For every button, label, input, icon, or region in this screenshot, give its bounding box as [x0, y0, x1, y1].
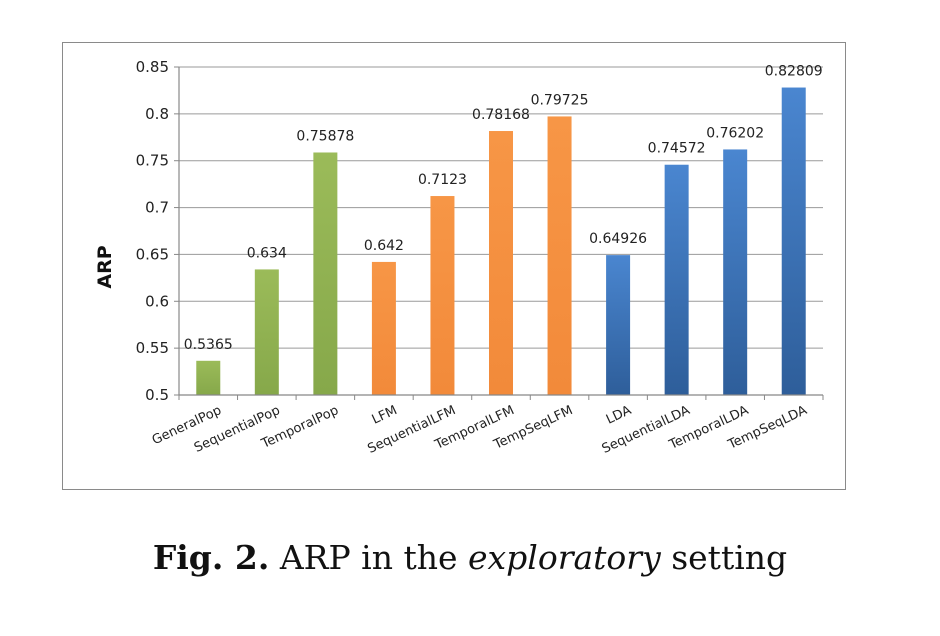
y-tick-label: 0.6	[145, 292, 169, 310]
y-tick-label: 0.55	[136, 339, 169, 357]
bar-tempseqlda	[781, 87, 806, 395]
y-tick-label: 0.7	[145, 199, 169, 217]
y-axis-ticks: 0.5 0.55 0.6 0.65 0.7 0.75 0.8 0.85	[136, 58, 179, 404]
data-label-tempseqlda: 0.82809	[765, 64, 823, 80]
data-label-generalpop: 0.5365	[184, 337, 233, 353]
bar-sequentiallda	[664, 164, 689, 395]
bar-tempseqlfm	[547, 116, 572, 395]
bars	[196, 87, 806, 395]
bar-temporallfm	[489, 131, 513, 395]
data-labels: 0.5365 0.634 0.75878 0.642 0.7123 0.781680.79…	[184, 64, 823, 353]
figure-caption: Fig. 2. ARP in the exploratory setting	[0, 538, 940, 577]
bar-chart: 0.5 0.55 0.6 0.65 0.7 0.75 0.8 0.85 0.5365 0.634…	[94, 58, 824, 457]
bar-temporallda	[723, 149, 748, 395]
y-tick-label: 0.85	[136, 58, 169, 76]
bar-sequentialpop	[254, 269, 279, 395]
bar-lfm	[371, 261, 396, 395]
bar-generalpop	[196, 360, 221, 395]
data-label-lfm: 0.642	[364, 238, 404, 254]
data-label-temporallda: 0.76202	[706, 125, 764, 141]
caption-text-before: ARP in the	[279, 538, 458, 577]
caption-emphasis: exploratory	[468, 538, 661, 577]
data-label-sequentiallfm: 0.7123	[418, 172, 467, 188]
data-label-temporallfm: 0.78168	[472, 107, 530, 123]
caption-text-after: setting	[671, 538, 788, 577]
data-label-sequentialpop: 0.634	[247, 245, 287, 261]
data-label-lda: 0.64926	[589, 231, 647, 247]
y-tick-label: 0.75	[136, 152, 169, 170]
y-tick-label: 0.65	[136, 245, 169, 263]
x-category-label-lda: LDA	[604, 403, 634, 428]
bar-lda	[606, 255, 631, 395]
data-label-sequentiallda: 0.74572	[648, 141, 706, 157]
data-label-temporalpop: 0.75878	[296, 128, 354, 144]
bar-sequentiallfm	[430, 196, 455, 395]
x-category-label-lfm: LFM	[370, 403, 400, 428]
data-label-tempseqlfm: 0.79725	[531, 92, 589, 108]
chart-frame: 0.5 0.55 0.6 0.65 0.7 0.75 0.8 0.85 0.5365 0.634…	[62, 42, 846, 490]
y-axis-title: ARP	[94, 245, 116, 288]
bar-temporalpop	[313, 152, 338, 395]
y-tick-label: 0.5	[145, 386, 169, 404]
y-tick-label: 0.8	[145, 105, 169, 123]
figure-number: Fig. 2.	[152, 538, 270, 577]
